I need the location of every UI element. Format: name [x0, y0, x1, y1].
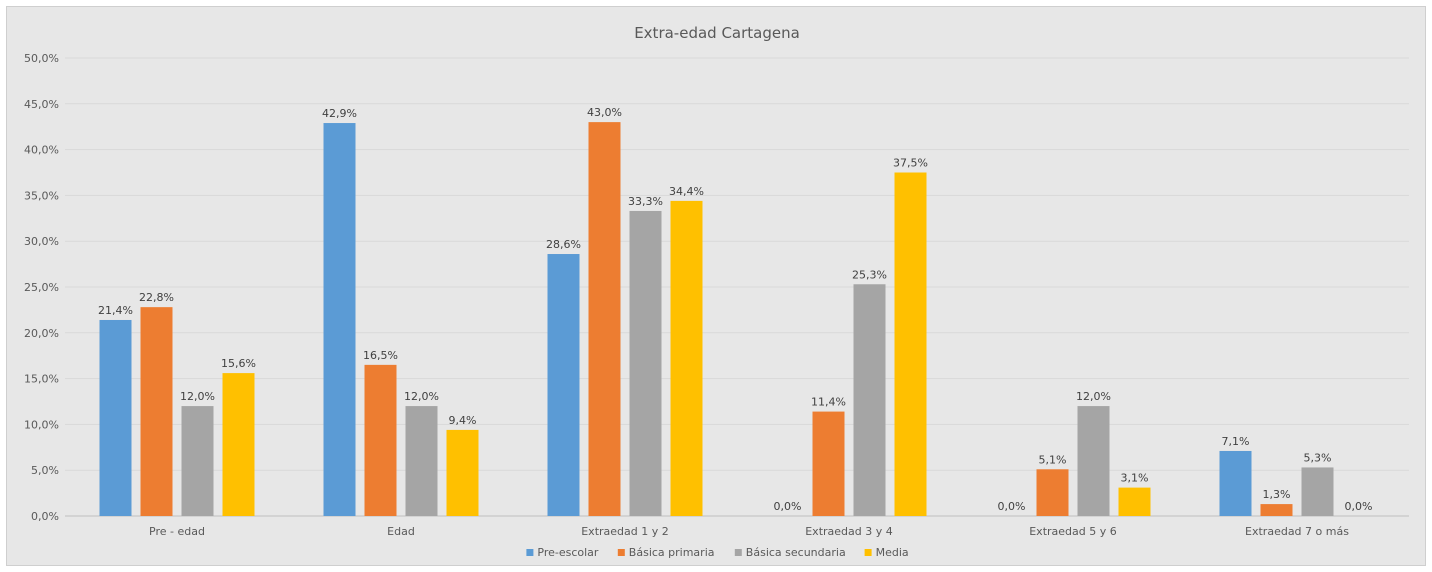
y-tick-label: 30,0%: [24, 235, 59, 248]
chart-frame: Extra-edad Cartagena 0,0% 5,0% 10,0% 15,0% 2…: [6, 6, 1426, 566]
data-label: 0,0%: [998, 500, 1026, 513]
data-label: 42,9%: [322, 107, 357, 120]
legend-swatch: [526, 549, 534, 556]
legend[interactable]: Pre-escolar Básica primaria Básica secunda…: [526, 546, 909, 559]
bar-b-sica-primaria: [364, 364, 397, 516]
data-label: 25,3%: [852, 268, 887, 281]
bar-pre-escolar: [1219, 450, 1252, 516]
bar-media: [894, 172, 927, 516]
x-tick-label: Extraedad 7 o más: [1245, 525, 1349, 538]
data-label: 11,4%: [811, 396, 846, 409]
data-label: 12,0%: [1076, 390, 1111, 403]
bar-b-sica-primaria: [812, 411, 845, 516]
x-axis: Pre - edad Edad Extraedad 1 y 2 Extraedad 3…: [149, 525, 1349, 538]
legend-label: Básica primaria: [629, 546, 715, 559]
bars: [99, 122, 1334, 517]
bar-pre-escolar: [99, 319, 132, 516]
data-label: 5,1%: [1039, 453, 1067, 466]
bar-media: [1118, 487, 1151, 516]
y-tick-label: 10,0%: [24, 418, 59, 431]
bar-b-sica-primaria: [140, 307, 173, 516]
bar-b-sica-secundaria: [1301, 467, 1334, 516]
data-label: 1,3%: [1263, 488, 1291, 501]
data-label: 12,0%: [180, 390, 215, 403]
data-label: 15,6%: [221, 357, 256, 370]
bar-media: [670, 200, 703, 516]
data-label: 3,1%: [1121, 472, 1149, 485]
y-tick-label: 5,0%: [31, 464, 59, 477]
x-tick-label: Edad: [387, 525, 415, 538]
bar-b-sica-secundaria: [181, 406, 214, 516]
y-tick-label: 40,0%: [24, 144, 59, 157]
bar-b-sica-secundaria: [629, 210, 662, 517]
data-label: 21,4%: [98, 304, 133, 317]
bar-media: [446, 429, 479, 516]
y-tick-label: 0,0%: [31, 510, 59, 523]
legend-label: Pre-escolar: [537, 546, 599, 559]
gridlines: [65, 57, 1409, 517]
data-label: 34,4%: [669, 185, 704, 198]
y-tick-label: 50,0%: [24, 52, 59, 65]
legend-label: Media: [876, 546, 909, 559]
bar-b-sica-primaria: [1260, 504, 1293, 516]
data-label: 12,0%: [404, 390, 439, 403]
bar-b-sica-primaria: [1036, 469, 1069, 516]
data-label: 0,0%: [1345, 500, 1373, 513]
bar-b-sica-secundaria: [853, 284, 886, 516]
bar-pre-escolar: [547, 254, 580, 517]
data-label: 7,1%: [1222, 435, 1250, 448]
bar-b-sica-secundaria: [1077, 406, 1110, 516]
bar-chart: Extra-edad Cartagena 0,0% 5,0% 10,0% 15,0% 2…: [24, 24, 1409, 559]
bar-b-sica-primaria: [588, 122, 621, 517]
legend-item[interactable]: Básica primaria: [617, 546, 715, 559]
data-labels: 21,4% 22,8% 12,0% 15,6% 42,9% 16,5% 12,0% 9,4% 2…: [98, 106, 1372, 513]
data-label: 28,6%: [546, 238, 581, 251]
legend-item[interactable]: Media: [864, 546, 909, 559]
y-tick-label: 20,0%: [24, 327, 59, 340]
x-tick-label: Pre - edad: [149, 525, 205, 538]
legend-swatch: [864, 549, 872, 556]
data-label: 33,3%: [628, 195, 663, 208]
legend-swatch: [734, 549, 742, 556]
y-tick-label: 35,0%: [24, 189, 59, 202]
bar-pre-escolar: [323, 123, 356, 516]
data-label: 16,5%: [363, 349, 398, 362]
data-label: 43,0%: [587, 106, 622, 119]
y-axis: 0,0% 5,0% 10,0% 15,0% 20,0% 25,0% 30,0% 35,0% 40…: [24, 52, 59, 523]
legend-item[interactable]: Pre-escolar: [526, 546, 599, 559]
data-label: 9,4%: [449, 414, 477, 427]
x-tick-label: Extraedad 1 y 2: [581, 525, 669, 538]
y-tick-label: 25,0%: [24, 281, 59, 294]
x-tick-label: Extraedad 3 y 4: [805, 525, 893, 538]
data-label: 37,5%: [893, 157, 928, 170]
bar-media: [222, 373, 255, 516]
y-tick-label: 45,0%: [24, 98, 59, 111]
legend-swatch: [617, 549, 625, 556]
chart-title: Extra-edad Cartagena: [634, 24, 800, 42]
legend-label: Básica secundaria: [746, 546, 846, 559]
bar-b-sica-secundaria: [405, 406, 438, 516]
y-tick-label: 15,0%: [24, 373, 59, 386]
data-label: 5,3%: [1304, 451, 1332, 464]
data-label: 22,8%: [139, 291, 174, 304]
legend-item[interactable]: Básica secundaria: [734, 546, 846, 559]
data-label: 0,0%: [774, 500, 802, 513]
x-tick-label: Extraedad 5 y 6: [1029, 525, 1117, 538]
